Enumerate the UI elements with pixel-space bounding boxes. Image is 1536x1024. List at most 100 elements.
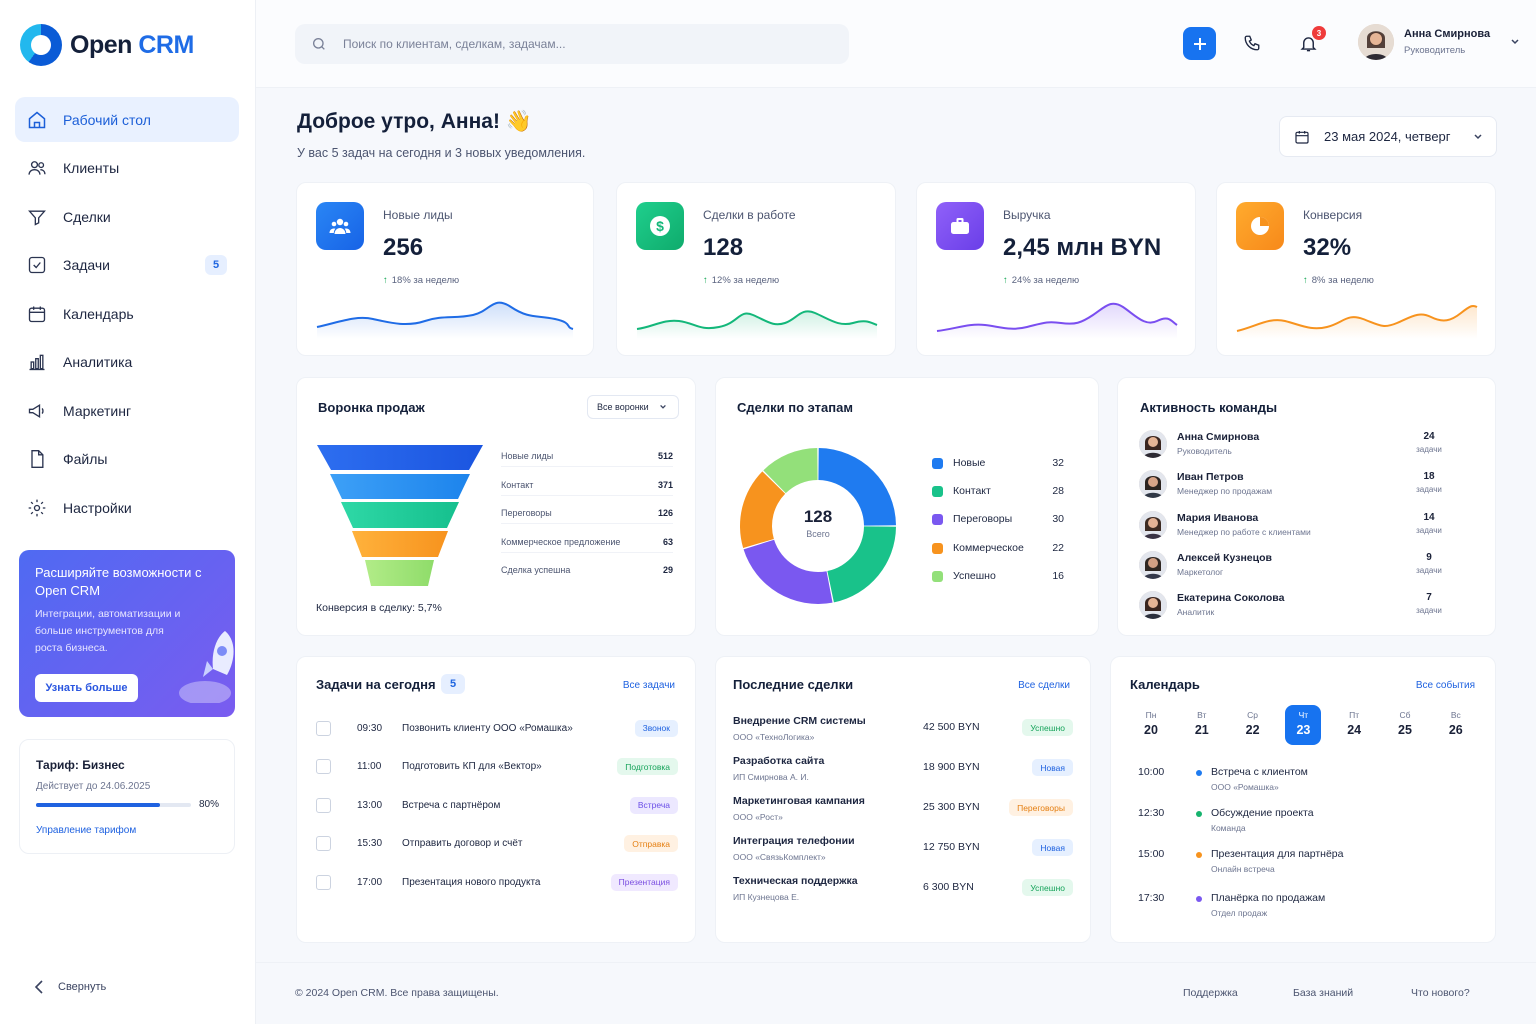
calendar-event[interactable]: 17:30 Планёрка по продажам Отдел продаж <box>1138 890 1458 924</box>
calendar-event[interactable]: 10:00 Встреча с клиентом ООО «Ромашка» <box>1138 764 1458 798</box>
calendar-event[interactable]: 12:30 Обсуждение проекта Команда <box>1138 805 1458 839</box>
task-row: 17:00 Презентация нового продукта Презента… <box>316 872 678 892</box>
arrow-up-icon: ↑ <box>1003 275 1008 286</box>
deal-amount: 18 900 BYN <box>923 761 980 773</box>
kpi-trend: ↑ 12% за неделю <box>703 275 780 286</box>
task-text[interactable]: Презентация нового продукта <box>402 876 541 888</box>
team-member-row[interactable]: Иван Петров Менеджер по продажам 18 задачи <box>1139 470 1461 502</box>
all-tasks-link[interactable]: Все задачи <box>622 680 675 691</box>
calendar-day[interactable]: Пт 24 <box>1336 705 1372 745</box>
whats-new-link[interactable]: Что нового? <box>1411 987 1470 999</box>
team-member-row[interactable]: Анна Смирнова Руководитель 24 задачи <box>1139 430 1461 462</box>
calendar-day[interactable]: Пн 20 <box>1133 705 1169 745</box>
team-member-row[interactable]: Екатерина Соколова Аналитик 7 задачи <box>1139 591 1461 623</box>
sidebar-item-settings[interactable]: Настройки <box>15 485 239 530</box>
briefcase-icon <box>936 202 984 250</box>
deal-row[interactable]: Внедрение CRM системы ООО «ТехноЛогика» 42… <box>733 715 1073 749</box>
kpi-card-leads: Новые лиды 256 ↑ 18% за неделю <box>296 182 594 356</box>
team-member-row[interactable]: Мария Иванова Менеджер по работе с клиент… <box>1139 510 1461 543</box>
chevron-down-icon <box>659 404 666 409</box>
task-checkbox[interactable] <box>316 720 331 736</box>
calendar-event[interactable]: 15:00 Презентация для партнёра Онлайн встр… <box>1138 846 1458 880</box>
sidebar-item-label: Маркетинг <box>63 402 132 419</box>
sidebar-item-clients[interactable]: Клиенты <box>15 146 239 191</box>
count-unit: задачи <box>1416 525 1442 535</box>
sidebar-item-analytics[interactable]: Аналитика <box>15 340 239 385</box>
deal-amount: 25 300 BYN <box>923 801 980 813</box>
task-checkbox[interactable] <box>316 797 331 813</box>
deal-client: ООО «Рост» <box>733 812 783 822</box>
funnel-filter-select[interactable]: Все воронки <box>587 395 679 419</box>
deal-row[interactable]: Интеграция телефонии ООО «СвязьКомплект» 1… <box>733 835 1073 869</box>
legend-swatch <box>932 542 943 554</box>
task-text[interactable]: Позвонить клиенту ООО «Ромашка» <box>402 722 573 734</box>
task-tag: Отправка <box>624 835 678 852</box>
all-events-link[interactable]: Все события <box>1415 680 1475 691</box>
member-name: Алексей Кузнецов <box>1177 551 1272 564</box>
weekday-label: Вс <box>1450 710 1461 720</box>
logo-text-open: Open <box>70 30 132 59</box>
calendar-day[interactable]: Чт 23 <box>1285 705 1322 745</box>
user-menu[interactable]: Анна Смирнова Руководитель <box>1358 24 1520 60</box>
dollar-icon: $ <box>636 202 684 250</box>
user-role: Руководитель <box>1404 45 1466 56</box>
learn-more-button[interactable]: Узнать больше <box>35 674 138 702</box>
task-time: 11:00 <box>357 761 382 772</box>
task-checkbox[interactable] <box>316 836 331 851</box>
logo[interactable]: Open CRM <box>20 24 194 66</box>
deal-amount: 12 750 BYN <box>923 841 980 853</box>
task-text[interactable]: Встреча с партнёром <box>402 799 501 811</box>
calendar-day[interactable]: Ср 22 <box>1235 705 1271 745</box>
task-text[interactable]: Подготовить КП для «Вектор» <box>402 761 542 772</box>
sidebar-item-calendar[interactable]: Календарь <box>15 291 239 336</box>
legend-item: Переговоры 30 <box>932 513 1064 525</box>
kpi-label: Сделки в работе <box>703 208 796 222</box>
calendar-day[interactable]: Сб 25 <box>1387 705 1423 745</box>
deal-row[interactable]: Техническая поддержка ИП Кузнецова Е. 6 30… <box>733 875 1073 909</box>
file-icon <box>31 450 44 468</box>
sparkline-deals <box>636 310 878 339</box>
user-name: Анна Смирнова <box>1404 28 1491 40</box>
collapse-sidebar-button[interactable]: Свернуть <box>34 980 106 994</box>
sidebar-item-files[interactable]: Файлы <box>15 437 239 482</box>
support-link[interactable]: Поддержка <box>1183 987 1238 999</box>
page-subtitle: У вас 5 задач на сегодня и 3 новых уведо… <box>297 146 586 160</box>
task-checkbox[interactable] <box>316 874 331 890</box>
stages-donut-chart <box>740 448 896 604</box>
team-member-row[interactable]: Алексей Кузнецов Маркетолог 9 задачи <box>1139 550 1461 583</box>
event-time: 17:30 <box>1138 892 1165 904</box>
calendar-day[interactable]: Вс 26 <box>1438 705 1474 745</box>
knowledge-base-link[interactable]: База знаний <box>1293 987 1354 999</box>
deal-row[interactable]: Маркетинговая кампания ООО «Рост» 25 300 B… <box>733 795 1073 829</box>
date-picker[interactable]: 23 мая 2024, четверг <box>1279 116 1497 157</box>
calendar-day[interactable]: Вт 21 <box>1184 705 1220 745</box>
phone-button[interactable] <box>1239 30 1265 56</box>
search-input[interactable]: Поиск по клиентам, сделкам, задачам... <box>295 24 849 64</box>
legend-item: Коммерческое 22 <box>932 542 1064 554</box>
card-title: Воронка продаж <box>318 400 425 415</box>
task-checkbox[interactable] <box>316 759 331 774</box>
manage-tariff-link[interactable]: Управление тарифом <box>36 825 137 836</box>
donut-slice <box>827 526 896 603</box>
sidebar-item-marketing[interactable]: Маркетинг <box>15 388 239 433</box>
bell-icon <box>1299 36 1317 51</box>
event-title: Обсуждение проекта <box>1211 807 1314 819</box>
tariff-progress-fill <box>36 803 160 807</box>
deal-row[interactable]: Разработка сайта ИП Смирнова А. И. 18 900 … <box>733 755 1073 789</box>
sparkline-leads <box>316 301 574 339</box>
task-row: 13:00 Встреча с партнёром Встреча <box>316 795 678 815</box>
sidebar-item-tasks[interactable]: Задачи 5 <box>15 243 239 288</box>
member-role: Менеджер по продажам <box>1177 486 1273 497</box>
task-tag: Звонок <box>634 719 678 737</box>
sidebar-item-dashboard[interactable]: Рабочий стол <box>15 97 239 142</box>
card-title: Календарь <box>1130 677 1200 692</box>
sidebar-item-deals[interactable]: Сделки <box>15 194 239 239</box>
deal-status-badge: Новая <box>1032 759 1073 776</box>
add-button[interactable] <box>1183 27 1216 60</box>
sidebar-item-label: Календарь <box>63 305 134 322</box>
promo-title: Расширяйте возможности с Open CRM <box>35 565 202 598</box>
all-deals-link[interactable]: Все сделки <box>1018 680 1070 691</box>
task-text[interactable]: Отправить договор и счёт <box>402 838 523 849</box>
member-role: Аналитик <box>1177 607 1215 618</box>
notifications-button[interactable]: 3 <box>1295 26 1326 56</box>
